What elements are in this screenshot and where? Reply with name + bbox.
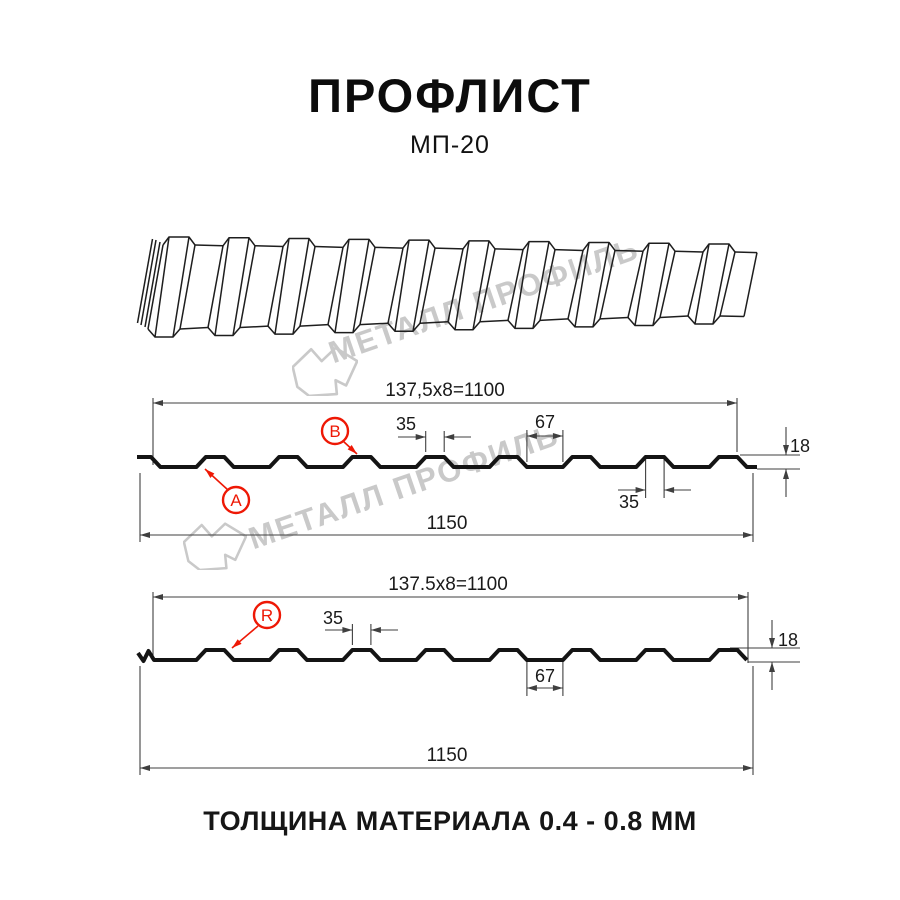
d1-valley-width-label: 67	[535, 412, 555, 432]
page-title: ПРОФЛИСТ	[308, 69, 592, 122]
red-annotations	[204, 440, 358, 649]
label-b: B	[329, 422, 340, 441]
watermark-2	[182, 518, 248, 575]
d2-height-label: 18	[778, 630, 798, 650]
label-a: A	[230, 491, 242, 510]
diagram2-dimension-lines	[139, 592, 800, 775]
d1-height-label: 18	[790, 436, 810, 456]
d2-working-width-label: 137.5x8=1100	[388, 574, 508, 595]
d1-working-width-label: 137,5x8=1100	[385, 380, 505, 401]
metall-profil-logo-icon	[291, 346, 359, 398]
sheet-3d-view	[136, 236, 758, 338]
watermark-1	[291, 342, 359, 401]
d1-rib-top-width-label: 35	[396, 414, 416, 434]
metall-profil-logo-icon	[182, 522, 248, 572]
label-b-circle	[320, 416, 350, 446]
d1-full-width-label: 1150	[427, 513, 468, 534]
d2-rib-top-width-label: 35	[323, 608, 343, 628]
material-thickness-note: ТОЛЩИНА МАТЕРИАЛА 0.4 - 0.8 ММ	[203, 806, 697, 836]
label-a-circle	[221, 485, 251, 515]
d1-rib-bottom-width-label: 35	[619, 492, 639, 512]
diagram1-dimension-lines	[139, 398, 800, 542]
profile-model-subtitle: МП-20	[410, 131, 490, 159]
profile-cross-section-bottom	[136, 648, 749, 663]
label-r: R	[261, 606, 273, 625]
d2-full-width-label: 1150	[427, 745, 468, 766]
d2-valley-width-label: 67	[535, 666, 555, 686]
profile-cross-section-top	[137, 455, 757, 469]
label-r-circle	[252, 600, 282, 630]
